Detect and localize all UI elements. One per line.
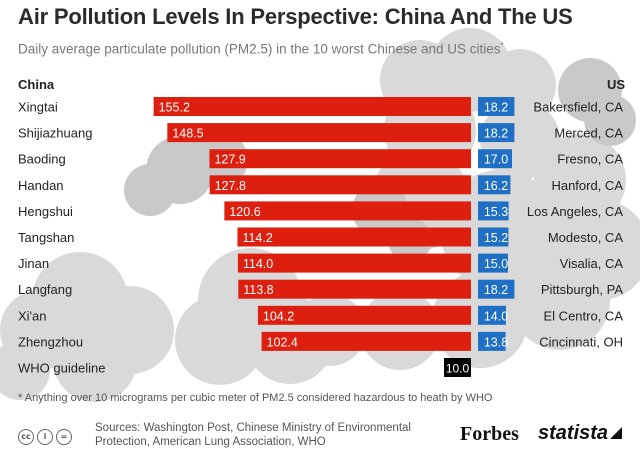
cc-license-icon: cc [18, 429, 34, 445]
us-bar [478, 149, 512, 169]
china-city-label: Xingtai [18, 100, 58, 115]
us-bar [478, 253, 508, 273]
who-guideline-label: WHO guideline [18, 361, 105, 376]
us-city-label: Bakersfield, CA [533, 100, 623, 115]
china-value-label: 127.8 [215, 179, 246, 193]
china-bar [237, 227, 471, 247]
china-city-label: Tangshan [18, 230, 74, 245]
us-city-label: Hanford, CA [551, 178, 623, 193]
china-value-label: 155.2 [159, 101, 190, 115]
china-city-label: Zhengzhou [18, 334, 83, 349]
us-value-label: 14.0 [484, 309, 508, 323]
us-bar [478, 123, 515, 143]
chart-title: Air Pollution Levels In Perspective: Chi… [18, 4, 573, 29]
china-bar [238, 279, 471, 299]
us-city-label: Modesto, CA [548, 230, 623, 245]
us-value-label: 16.2 [484, 179, 508, 193]
us-value-label: 13.8 [484, 335, 508, 349]
attribution-icon: i [37, 429, 53, 445]
who-guideline-value-label: 10.0 [446, 362, 470, 376]
china-value-label: 113.8 [243, 283, 273, 297]
china-bar [209, 175, 472, 195]
china-bar [209, 149, 471, 169]
china-bar [261, 331, 471, 351]
forbes-logo: Forbes [460, 423, 519, 445]
subtitle-text: Daily average particulate pollution (PM2… [18, 41, 501, 57]
statista-mark-icon [610, 427, 623, 439]
footnote: * Anything over 10 micrograms per cubic … [18, 392, 493, 404]
us-city-label: Merced, CA [554, 126, 623, 141]
china-value-label: 114.2 [242, 231, 272, 245]
us-city-label: Visalia, CA [560, 256, 624, 271]
license-icons: cc i = [18, 426, 75, 445]
us-value-label: 15.0 [484, 257, 508, 271]
us-bar [478, 305, 506, 325]
us-city-label: Los Angeles, CA [527, 204, 623, 219]
us-value-label: 18.2 [484, 127, 508, 141]
china-value-label: 102.4 [267, 335, 298, 349]
chart-subtitle: Daily average particulate pollution (PM2… [18, 41, 504, 57]
china-value-label: 127.9 [214, 153, 245, 167]
china-city-label: Hengshui [18, 204, 73, 219]
us-bar [478, 97, 515, 116]
bar-chart: 155.2 Xingtai 148.5 Shijiazhuang 127.9 Baodin… [18, 97, 624, 377]
china-city-label: Shijiazhuang [18, 126, 92, 141]
us-bar [478, 279, 515, 299]
china-bar [153, 97, 471, 116]
us-bar [478, 175, 511, 195]
china-value-label: 104.2 [263, 309, 294, 323]
china-city-label: Handan [18, 178, 64, 193]
us-city-label: Pittsburgh, PA [541, 282, 623, 297]
us-bar [478, 227, 509, 247]
china-value-label: 114.0 [243, 257, 273, 271]
china-value-label: 120.6 [229, 205, 260, 219]
us-city-label: Fresno, CA [557, 152, 623, 167]
china-bar [257, 305, 471, 325]
us-value-label: 15.3 [484, 205, 508, 219]
china-city-label: Baoding [18, 152, 66, 167]
us-bar [478, 201, 509, 221]
who-guideline-bar [444, 358, 471, 377]
us-value-label: 18.2 [484, 283, 508, 297]
china-column-header: China [18, 77, 55, 92]
no-derivatives-icon: = [56, 429, 72, 445]
china-bar [224, 201, 471, 221]
china-value-label: 148.5 [172, 127, 203, 141]
sources: Sources: Washington Post, Chinese Minist… [95, 422, 411, 448]
us-column-header: US [607, 77, 626, 92]
china-city-label: Langfang [18, 282, 72, 297]
statista-wordmark: statista [538, 422, 609, 444]
subtitle-footnote-mark: * [500, 41, 504, 50]
us-city-label: Cincinnati, OH [539, 334, 623, 349]
us-value-label: 17.0 [484, 153, 508, 167]
china-city-label: Jinan [18, 256, 49, 271]
china-bar [237, 253, 471, 273]
us-value-label: 18.2 [484, 101, 508, 115]
us-bar [478, 331, 506, 351]
china-city-label: Xi'an [18, 308, 47, 323]
us-value-label: 15.2 [484, 231, 508, 245]
us-city-label: El Centro, CA [544, 308, 624, 323]
statista-logo: statista [538, 422, 623, 445]
china-bar [167, 123, 471, 143]
